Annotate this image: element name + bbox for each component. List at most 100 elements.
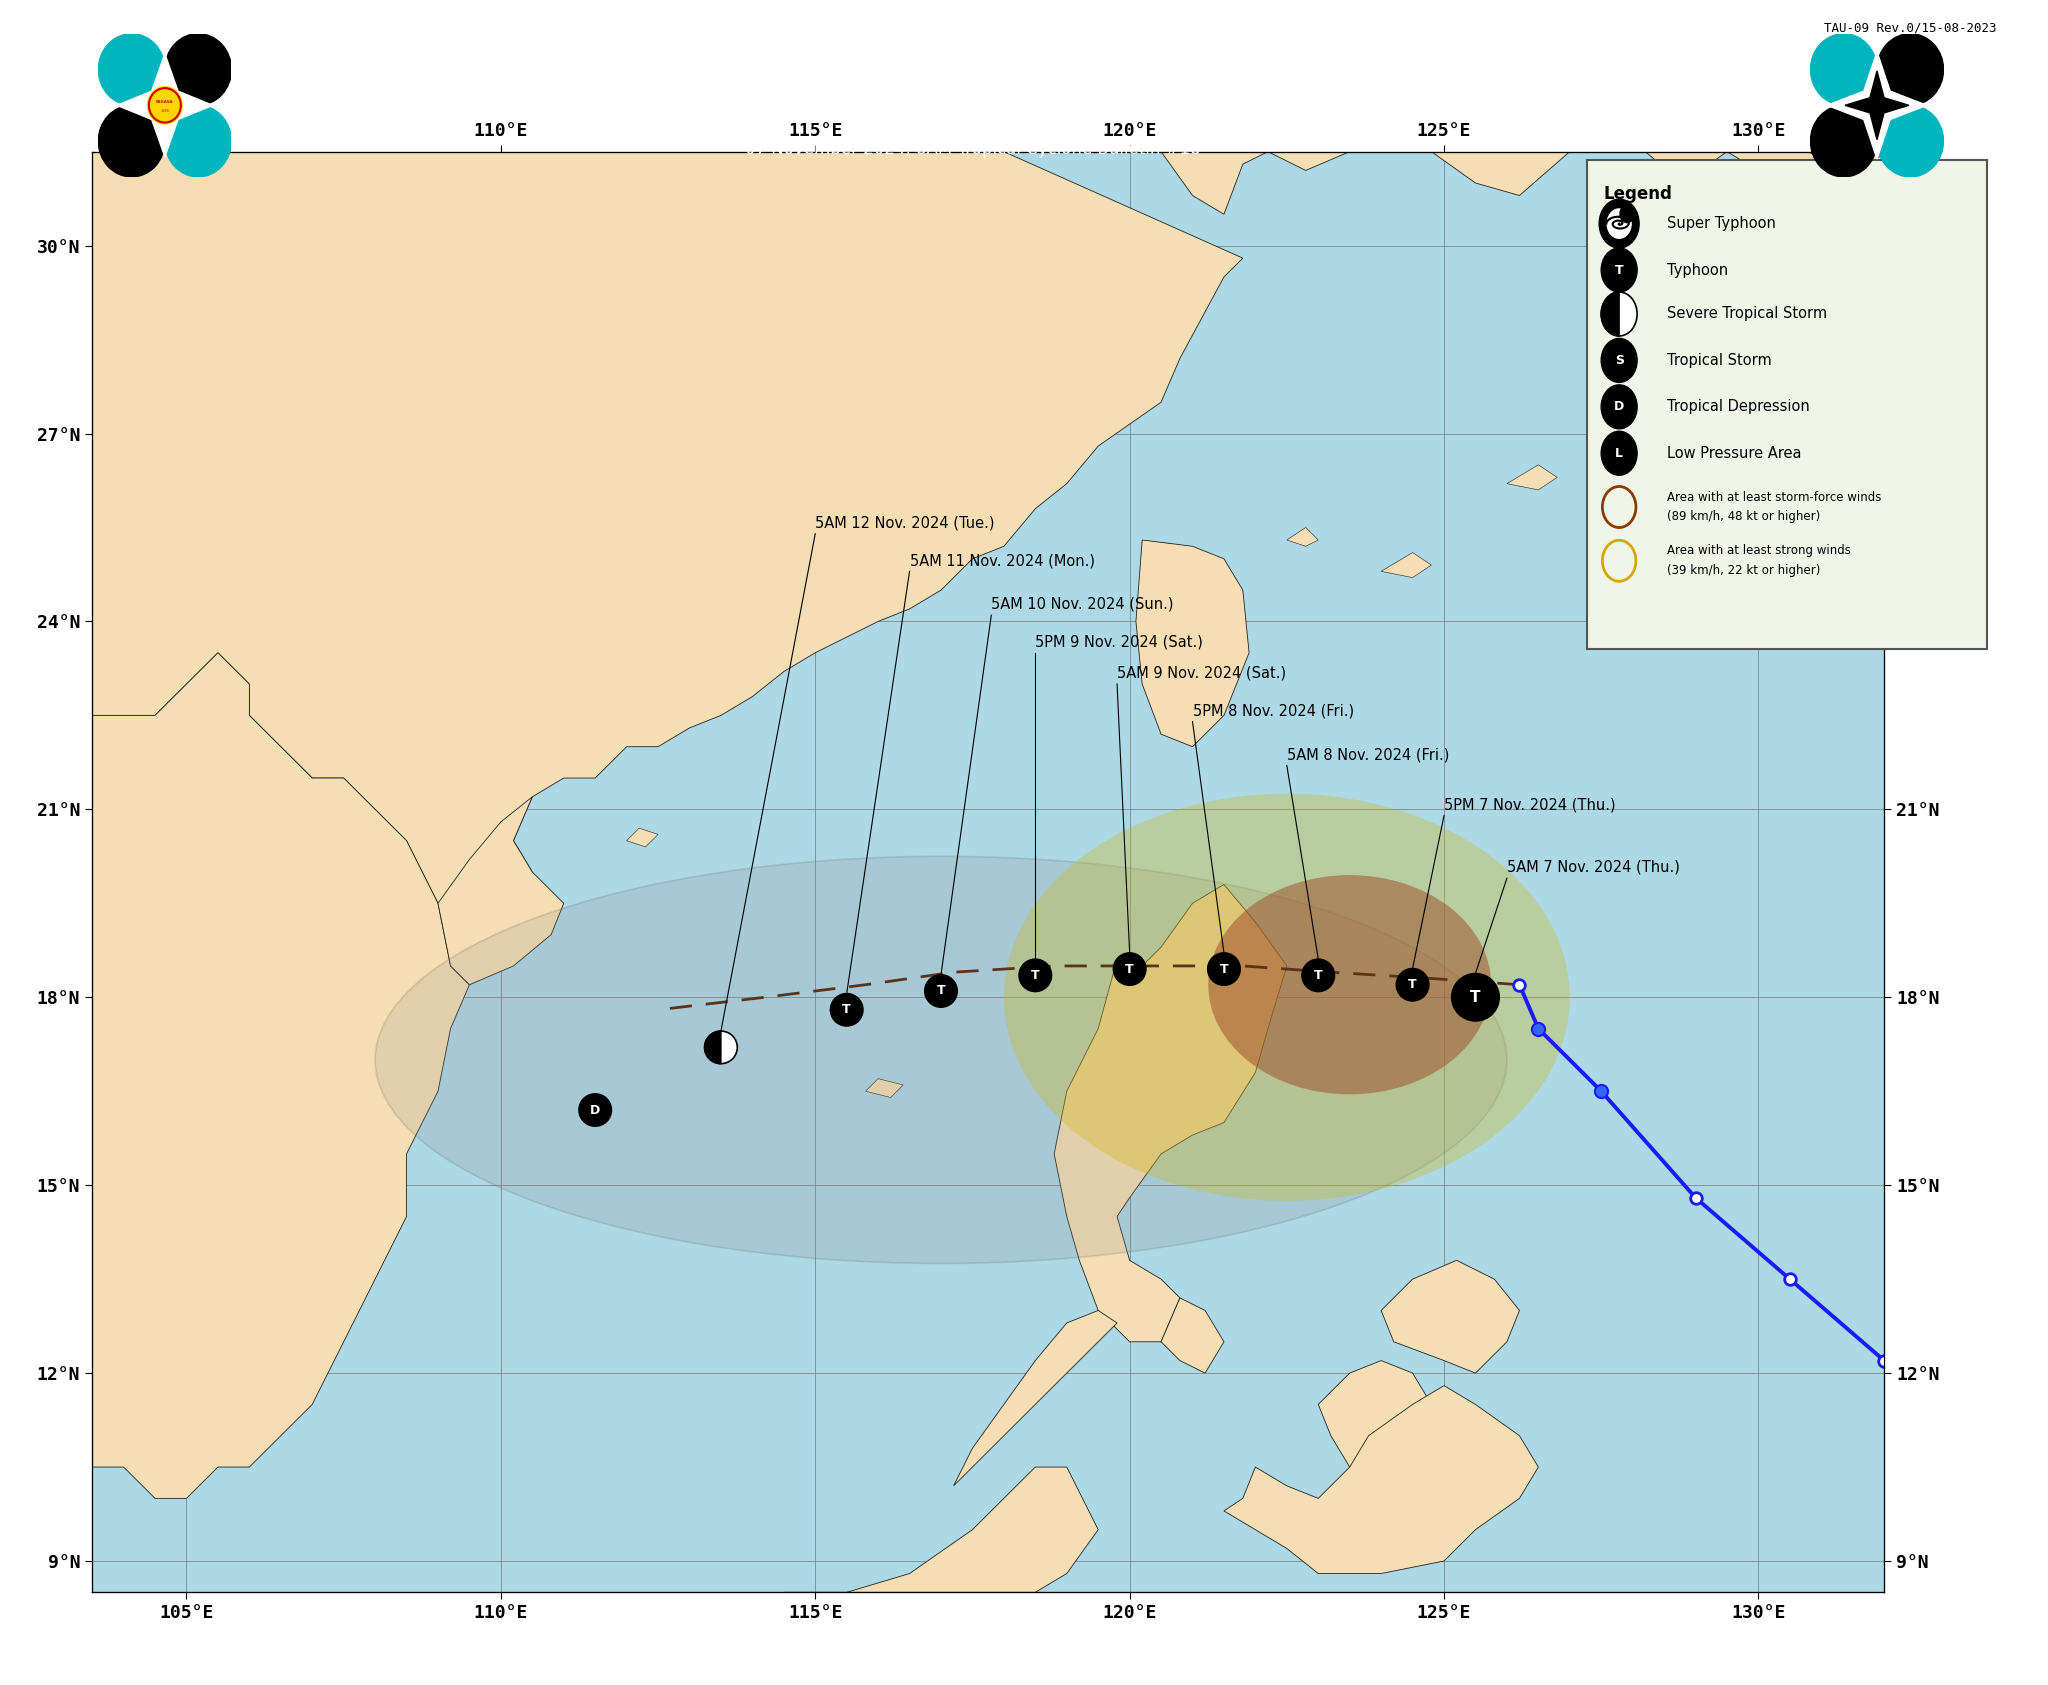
Circle shape: [98, 104, 166, 177]
Circle shape: [1602, 384, 1636, 430]
Polygon shape: [627, 827, 657, 848]
Polygon shape: [1380, 1260, 1520, 1373]
Polygon shape: [1380, 553, 1432, 578]
Text: 5AM 8 Nov. 2024 (Fri.): 5AM 8 Nov. 2024 (Fri.): [1286, 746, 1450, 762]
Point: [1522, 1014, 1554, 1041]
Text: Area with at least strong winds: Area with at least strong winds: [1667, 544, 1851, 558]
Polygon shape: [1161, 1297, 1225, 1373]
Polygon shape: [1507, 465, 1556, 490]
Polygon shape: [92, 152, 1884, 984]
Text: L: L: [1616, 447, 1624, 460]
Circle shape: [1810, 104, 1878, 177]
Text: (39 km/h, 22 kt or higher): (39 km/h, 22 kt or higher): [1667, 564, 1821, 576]
Text: 5PM 7 Nov. 2024 (Thu.): 5PM 7 Nov. 2024 (Thu.): [1444, 797, 1616, 812]
Polygon shape: [117, 54, 213, 157]
Circle shape: [164, 104, 231, 177]
Polygon shape: [1225, 1385, 1538, 1574]
Polygon shape: [438, 797, 563, 984]
Text: Super Typhoon: Super Typhoon: [1667, 216, 1776, 231]
Circle shape: [1602, 339, 1636, 382]
Point: [1774, 1265, 1806, 1292]
Text: PAGASA: PAGASA: [156, 99, 174, 104]
Text: 5AM 11 Nov. 2024 (Mon.): 5AM 11 Nov. 2024 (Mon.): [909, 553, 1094, 568]
Circle shape: [705, 1031, 737, 1063]
Polygon shape: [1319, 1360, 1432, 1468]
Text: 5AM 9 Nov. 2024 (Sat.): 5AM 9 Nov. 2024 (Sat.): [1116, 666, 1286, 681]
Text: Tropical Depression: Tropical Depression: [1667, 399, 1810, 415]
Circle shape: [1602, 431, 1636, 475]
Polygon shape: [1286, 527, 1319, 546]
Circle shape: [164, 34, 231, 106]
Ellipse shape: [1208, 875, 1491, 1094]
Text: Low Pressure Area: Low Pressure Area: [1667, 447, 1802, 460]
Text: T: T: [1614, 263, 1624, 276]
Text: D: D: [590, 1104, 600, 1117]
Polygon shape: [1845, 71, 1909, 140]
Text: T: T: [1124, 962, 1135, 976]
Circle shape: [1452, 974, 1499, 1021]
Ellipse shape: [1004, 794, 1569, 1201]
Polygon shape: [1790, 195, 1853, 227]
Text: Tropical Storm: Tropical Storm: [1667, 352, 1772, 367]
Text: T: T: [842, 1003, 852, 1016]
Polygon shape: [1632, 447, 1683, 472]
Circle shape: [98, 34, 166, 106]
Polygon shape: [1137, 539, 1249, 746]
Text: 5AM 7 Nov. 2024 (Thu.): 5AM 7 Nov. 2024 (Thu.): [1507, 859, 1679, 875]
Text: Track and Intensity Forecast of Typhoon MARCE {YINXING}: Track and Intensity Forecast of Typhoon …: [580, 71, 1366, 94]
Circle shape: [1114, 952, 1147, 986]
Text: 5AM 10 Nov. 2024 (Sun.): 5AM 10 Nov. 2024 (Sun.): [991, 596, 1174, 612]
Point: [1585, 1078, 1618, 1105]
Text: TAU-09 Rev.0/15-08-2023: TAU-09 Rev.0/15-08-2023: [1825, 22, 1997, 35]
Text: S: S: [1614, 354, 1624, 367]
Text: T: T: [1221, 962, 1229, 976]
Polygon shape: [866, 1078, 903, 1097]
Circle shape: [147, 86, 182, 125]
Circle shape: [1303, 959, 1335, 992]
Text: T: T: [1030, 969, 1040, 982]
Text: T: T: [1315, 969, 1323, 982]
Text: Legend: Legend: [1604, 185, 1671, 202]
Text: Typhoon: Typhoon: [1667, 263, 1729, 278]
Polygon shape: [1602, 292, 1620, 335]
Circle shape: [1878, 34, 1944, 106]
Circle shape: [829, 994, 862, 1026]
Polygon shape: [705, 1031, 721, 1063]
Point: [1868, 1346, 1901, 1373]
Text: 07 November 2024, 8AM Tropical Cyclone Bulletin #18: 07 November 2024, 8AM Tropical Cyclone B…: [745, 140, 1200, 158]
Circle shape: [1599, 199, 1638, 248]
Ellipse shape: [375, 856, 1507, 1264]
Text: T: T: [936, 984, 946, 998]
Text: (89 km/h, 48 kt or higher): (89 km/h, 48 kt or higher): [1667, 511, 1821, 524]
Polygon shape: [1726, 152, 1884, 184]
Text: D: D: [1614, 401, 1624, 413]
Circle shape: [1020, 959, 1053, 992]
Circle shape: [150, 88, 180, 123]
Point: [1503, 971, 1536, 998]
Text: T: T: [1470, 989, 1481, 1004]
Polygon shape: [784, 1468, 1098, 1592]
Text: 5PM 8 Nov. 2024 (Fri.): 5PM 8 Nov. 2024 (Fri.): [1192, 703, 1354, 718]
Circle shape: [580, 1094, 612, 1126]
Text: Area with at least storm-force winds: Area with at least storm-force winds: [1667, 490, 1882, 504]
Circle shape: [1810, 34, 1878, 106]
Polygon shape: [954, 1311, 1116, 1486]
Text: Severe Tropical Storm: Severe Tropical Storm: [1667, 307, 1827, 322]
Circle shape: [1602, 292, 1636, 335]
Circle shape: [1620, 206, 1634, 222]
Circle shape: [924, 974, 956, 1008]
Circle shape: [1397, 969, 1430, 1001]
Polygon shape: [92, 652, 469, 1498]
Text: 1865: 1865: [160, 110, 170, 113]
Text: 5AM 12 Nov. 2024 (Tue.): 5AM 12 Nov. 2024 (Tue.): [815, 516, 995, 531]
Polygon shape: [1726, 364, 1778, 389]
Circle shape: [1602, 248, 1636, 292]
Text: T: T: [1409, 979, 1417, 991]
Polygon shape: [1055, 885, 1286, 1341]
Point: [1679, 1185, 1712, 1212]
Polygon shape: [1827, 52, 1927, 158]
Text: 5PM 9 Nov. 2024 (Sat.): 5PM 9 Nov. 2024 (Sat.): [1036, 635, 1202, 649]
Circle shape: [1878, 104, 1944, 177]
Circle shape: [1608, 209, 1630, 238]
Circle shape: [1208, 952, 1241, 986]
